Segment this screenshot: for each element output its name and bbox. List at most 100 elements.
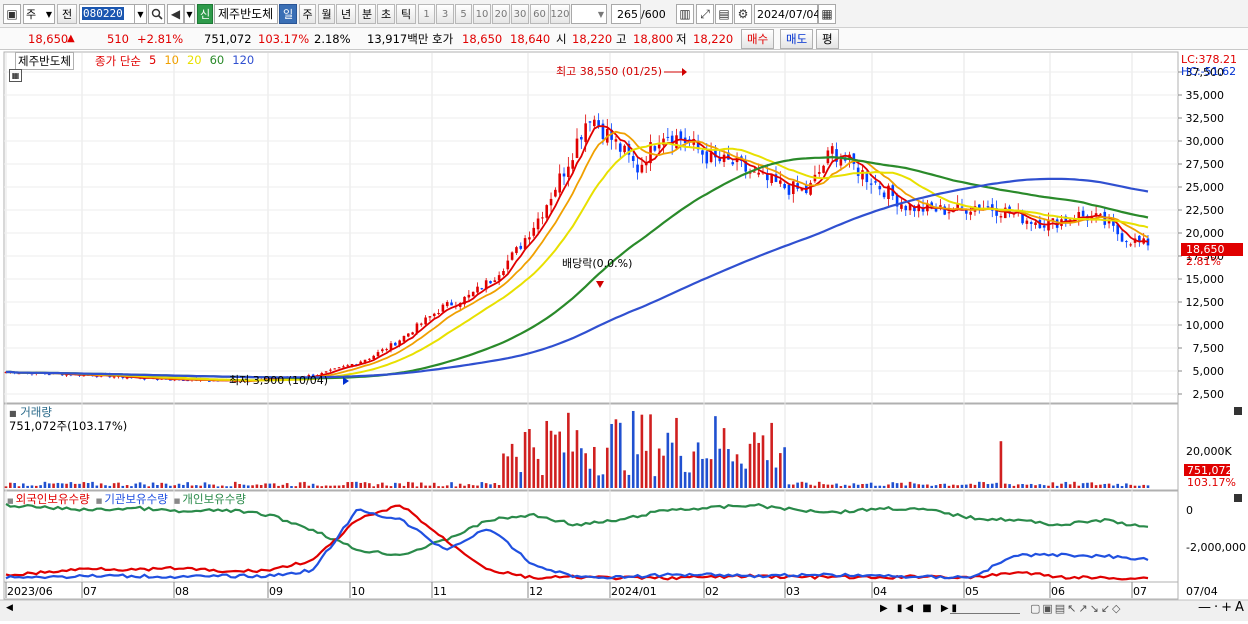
volume-bar	[424, 485, 427, 488]
count-input[interactable]: 265	[611, 4, 641, 24]
grid-toggle-icon[interactable]: ▦	[9, 69, 22, 82]
period-button-0[interactable]: 일	[279, 4, 297, 24]
ma-legend-item-3[interactable]: 60	[209, 53, 225, 67]
buy-button[interactable]: 매수	[741, 29, 775, 49]
volume-bar	[311, 483, 315, 488]
volume-bar	[1125, 483, 1128, 488]
period-number-button-4[interactable]: 20	[492, 4, 510, 24]
period-number-button-6[interactable]: 60	[530, 4, 549, 24]
calendar-icon[interactable]: ▦	[818, 4, 836, 24]
volume-bar	[791, 484, 795, 488]
ma-legend-item-4[interactable]: 120	[232, 53, 255, 67]
candle-body	[593, 119, 596, 127]
volume-bar	[1047, 485, 1050, 488]
chart-tool-icons[interactable]: ▢▣▤↖↗↘↙◇	[1030, 602, 1123, 615]
volume-bar	[843, 484, 847, 488]
price-change: 510	[107, 32, 129, 46]
holding-legend-item-0[interactable]: 외국인보유수량	[15, 492, 90, 506]
holding-legend-item-1[interactable]: 기관보유수량	[104, 492, 168, 506]
gear-icon[interactable]: ⚙	[734, 4, 752, 24]
period-number-button-1[interactable]: 3	[436, 4, 454, 24]
speaker-dropdown-icon[interactable]: ▼	[184, 4, 195, 24]
candle-body	[541, 217, 544, 219]
window-menu-icon[interactable]: ▣	[3, 4, 21, 24]
legend-square-icon: ■	[95, 497, 103, 505]
period-button-5[interactable]: 초	[377, 4, 395, 24]
candle-body	[623, 145, 626, 153]
period-button-3[interactable]: 년	[336, 4, 356, 24]
holding-panel-close-icon[interactable]	[1234, 494, 1242, 502]
interval-dropdown[interactable]: ▼	[571, 4, 607, 24]
volume-summary: 751,072주(103.17%)	[9, 419, 128, 433]
volume-bar	[56, 482, 60, 488]
volume-current-tag-text: 751,072	[1187, 464, 1233, 477]
stock-code-input[interactable]: 080220	[79, 4, 135, 24]
volume-bar	[541, 475, 544, 488]
volume-panel-close-icon[interactable]	[1234, 407, 1242, 415]
bid-ask-label: 호가	[432, 32, 454, 46]
volume-bar	[1034, 485, 1037, 488]
ma-legend-item-1[interactable]: 10	[164, 53, 179, 67]
holding-legend-item-2[interactable]: 개인보유수량	[182, 492, 246, 506]
volume-bar	[1120, 486, 1124, 488]
volume-bar	[169, 485, 172, 488]
volume-bar	[238, 484, 241, 488]
volume-bar	[748, 443, 752, 488]
ma-legend-item-2[interactable]: 20	[186, 53, 202, 67]
x-axis-label: 03	[786, 585, 800, 598]
stock-chart[interactable]: 37,500 35,000 32,500 30,000 27,500 25,000 22,5…	[0, 50, 1248, 621]
volume-bar	[233, 481, 237, 488]
candle-body	[1120, 233, 1124, 242]
price-stock-label: 제주반도체	[15, 52, 74, 70]
period-number-button-3[interactable]: 10	[473, 4, 491, 24]
volume-bar	[908, 481, 912, 488]
draw-tool-icon[interactable]: ⤢	[696, 4, 714, 24]
period-number-button-2[interactable]: 5	[455, 4, 472, 24]
period-button-1[interactable]: 주	[299, 4, 316, 24]
candle-body	[705, 151, 709, 164]
candle-body	[865, 172, 869, 183]
date-input[interactable]: 2024/07/04	[754, 4, 820, 24]
chart-canvas[interactable]: 37,500 35,000 32,500 30,000 27,500 25,000 22,5…	[0, 50, 1248, 621]
ma-legend-item-0[interactable]: 5	[149, 53, 157, 67]
candle-body	[977, 204, 981, 210]
speaker-icon[interactable]: ◀	[167, 4, 184, 24]
volume-bar	[960, 484, 964, 488]
volume-bar	[610, 423, 613, 488]
playback-controls[interactable]: ▶ ▮◀ ■ ▶▮	[880, 603, 961, 614]
period-number-button-5[interactable]: 30	[511, 4, 529, 24]
period-number-button-0[interactable]: 1	[418, 4, 435, 24]
volume-bar	[545, 420, 549, 488]
prev-button[interactable]: 전	[57, 4, 77, 24]
volume-bar	[977, 481, 981, 488]
period-button-4[interactable]: 분	[358, 4, 376, 24]
volume-bar	[497, 485, 501, 488]
moving-average-lines	[5, 125, 1149, 383]
candle-body	[601, 123, 605, 139]
zoom-slider[interactable]	[950, 602, 1020, 614]
candle-body	[597, 120, 600, 126]
scroll-left-icon[interactable]: ◀	[6, 603, 13, 613]
period-number-button-7[interactable]: 120	[550, 4, 570, 24]
volume-bar	[688, 472, 691, 488]
price-panel-frame	[3, 51, 1179, 404]
zoom-controls[interactable]: —·+A	[1198, 600, 1247, 615]
save-icon[interactable]: ▤	[715, 4, 733, 24]
volume-bar	[956, 485, 959, 488]
candle-body	[817, 172, 821, 174]
volume-bar	[143, 484, 146, 488]
volume-bar	[930, 485, 934, 488]
period-button-6[interactable]: 틱	[396, 4, 416, 24]
sell-button[interactable]: 매도	[780, 29, 814, 49]
market-type-select[interactable]: 주 ▼	[23, 4, 55, 24]
volume-bar	[770, 422, 773, 488]
ask-price: 18,650	[462, 32, 503, 46]
search-icon[interactable]	[148, 4, 165, 24]
evaluate-button[interactable]: 평	[816, 29, 839, 49]
period-button-2[interactable]: 월	[318, 4, 335, 24]
candle-body	[493, 280, 497, 283]
code-dropdown-icon[interactable]: ▼	[134, 4, 147, 24]
volume-bar	[329, 485, 332, 488]
candle-type-icon[interactable]: ▥	[676, 4, 694, 24]
volume-bar	[342, 485, 345, 488]
